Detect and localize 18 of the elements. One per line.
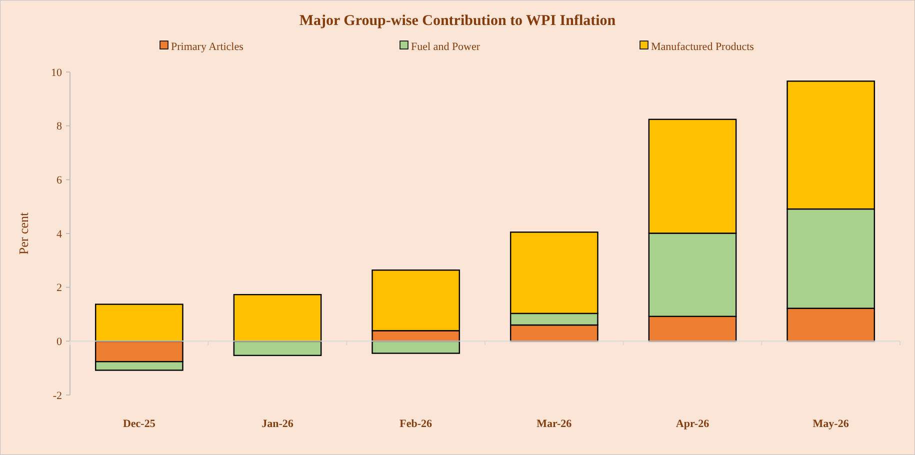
legend-label: Manufactured Products [651,41,754,53]
legend-label: Primary Articles [171,41,244,53]
x-tick-label: Mar-26 [536,418,572,430]
y-tick-label: 4 [56,228,62,240]
y-tick-label: -2 [52,390,62,402]
x-tick-label: Feb-26 [400,418,433,430]
y-axis-title: Per cent [16,212,31,255]
x-tick-label: Apr-26 [676,418,710,430]
legend-label: Fuel and Power [411,41,480,53]
y-tick-label: 8 [56,120,62,133]
chart-title: Major Group-wise Contribution to WPI Inflation [299,13,616,29]
y-tick-label: 0 [56,336,62,348]
y-tick-label: 2 [56,282,62,294]
y-tick-label: 6 [56,174,62,187]
y-tick-label: 10 [51,66,62,79]
x-tick-label: Jan-26 [262,418,294,430]
x-tick-label: May-26 [812,418,850,430]
x-tick-label: Dec-25 [122,418,156,430]
